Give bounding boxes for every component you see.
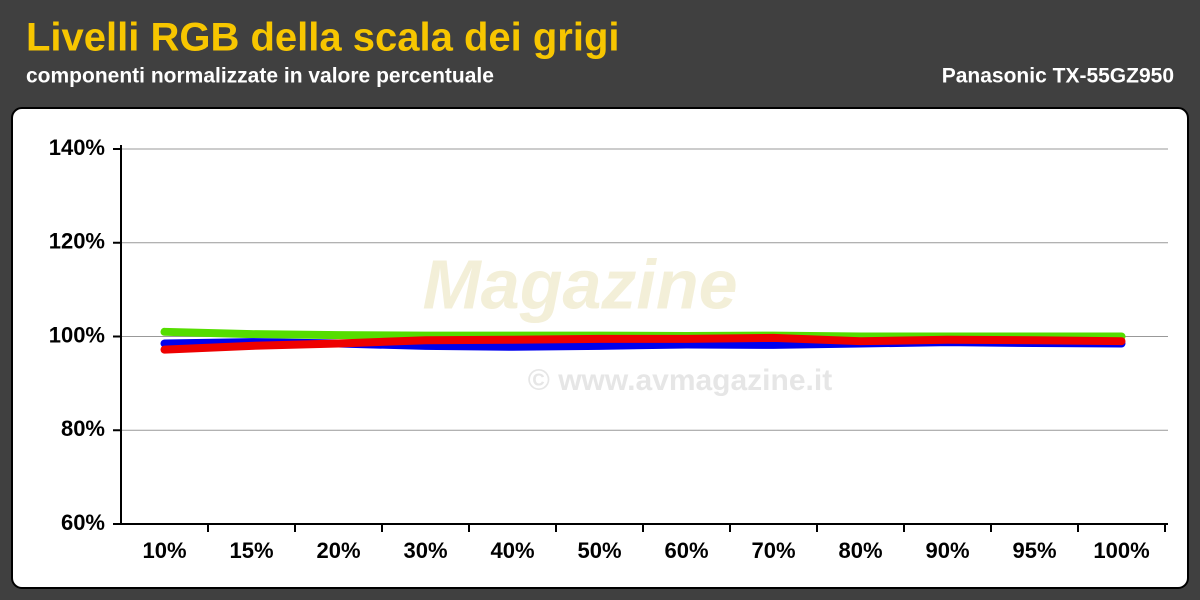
watermark: Magazine [422,245,737,323]
device-name: Panasonic TX-55GZ950 [942,65,1174,88]
x-tick-label: 50% [577,538,621,563]
x-tick-label: 95% [1012,538,1056,563]
x-tick-label: 100% [1093,538,1149,563]
x-tick-label: 20% [316,538,360,563]
watermark: © www.avmagazine.it [528,364,832,397]
x-tick-label: 70% [751,538,795,563]
x-tick-label: 10% [142,538,186,563]
chart-title: Livelli RGB della scala dei grigi [26,16,620,60]
x-tick-label: 80% [838,538,882,563]
x-tick-label: 30% [403,538,447,563]
y-tick-label: 80% [61,416,105,441]
series-line [160,333,1126,354]
chart-subtitle: componenti normalizzate in valore percen… [26,65,494,88]
x-tick-label: 90% [925,538,969,563]
y-tick-label: 60% [61,510,105,535]
x-tick-label: 40% [490,538,534,563]
y-tick-label: 140% [49,135,105,160]
y-tick-label: 120% [49,229,105,254]
y-tick-label: 100% [49,322,105,347]
x-tick-label: 60% [664,538,708,563]
x-tick-label: 15% [229,538,273,563]
